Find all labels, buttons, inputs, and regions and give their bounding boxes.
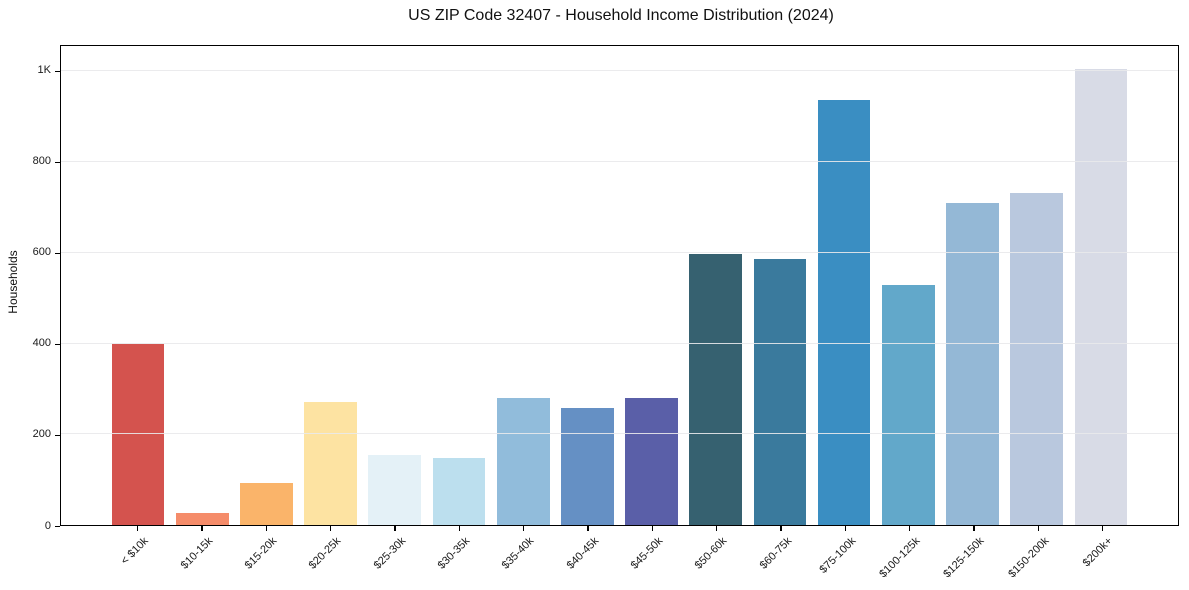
bar-10	[753, 259, 807, 525]
x-tick-label: $10-15k	[178, 535, 215, 572]
bar-8	[625, 398, 678, 525]
x-tick-mark	[330, 526, 332, 531]
x-tick-mark	[265, 526, 268, 531]
y-tick-mark	[55, 161, 60, 163]
bar-4	[368, 454, 422, 525]
y-tick-label: 0	[44, 519, 51, 532]
y-tick-mark	[55, 434, 60, 437]
gridline	[61, 161, 1178, 163]
bar-14	[1010, 193, 1064, 525]
x-tick-mark	[201, 526, 203, 531]
x-tick-label: $35-40k	[499, 535, 537, 572]
x-tick-mark	[137, 526, 139, 531]
bar-6	[496, 397, 550, 525]
x-tick-label: $150-200k	[1005, 535, 1052, 581]
bar-12	[882, 285, 935, 525]
x-tick-mark	[844, 526, 846, 531]
x-tick-label: < $10k	[118, 535, 151, 568]
y-axis-label: Households	[6, 250, 20, 314]
y-tick-label: 800	[32, 155, 51, 168]
bar-2	[240, 483, 293, 525]
gridline	[61, 70, 1178, 72]
y-tick-label: 1K	[37, 64, 51, 76]
bar-1	[175, 513, 229, 525]
y-tick-mark	[55, 252, 60, 254]
y-tick-mark	[55, 526, 60, 528]
x-tick-mark	[1037, 526, 1039, 531]
x-tick-mark	[394, 526, 396, 531]
x-tick-mark	[715, 526, 718, 531]
y-tick-mark	[55, 70, 60, 72]
x-tick-label: $20-25k	[306, 535, 344, 572]
x-tick-mark	[780, 526, 782, 531]
bar-7	[561, 407, 614, 525]
y-tick-label: 400	[32, 337, 51, 350]
x-tick-label: $60-75k	[757, 535, 794, 572]
bar-0	[111, 344, 165, 525]
bar-11	[817, 99, 871, 525]
bar-3	[304, 402, 357, 525]
y-tick-label: 600	[32, 246, 51, 259]
x-tick-mark	[1101, 526, 1104, 531]
x-tick-label: $45-50k	[628, 535, 666, 572]
plot-area	[60, 45, 1179, 526]
x-tick-label: $125-150k	[941, 535, 987, 581]
bar-13	[946, 203, 999, 525]
bar-15	[1074, 68, 1128, 525]
gridline	[61, 251, 1178, 253]
x-tick-label: $40-45k	[564, 535, 601, 572]
x-tick-mark	[973, 526, 975, 531]
bar-9	[689, 254, 743, 525]
x-tick-label: $50-60k	[692, 535, 730, 572]
x-tick-label: $30-35k	[435, 535, 473, 572]
x-tick-mark	[908, 526, 911, 531]
x-tick-label: $100-125k	[877, 535, 923, 581]
x-tick-label: $25-30k	[371, 535, 408, 572]
y-tick-mark	[55, 343, 60, 346]
x-tick-mark	[458, 526, 461, 531]
bar-5	[432, 458, 486, 525]
x-tick-mark	[587, 526, 589, 531]
gridline	[61, 342, 1178, 344]
chart-title: US ZIP Code 32407 - Household Income Dis…	[408, 7, 834, 24]
x-tick-label: $15-20k	[242, 535, 280, 572]
x-tick-mark	[651, 526, 653, 531]
x-tick-label: $75-100k	[817, 535, 859, 576]
x-tick-label: $200k+	[1081, 535, 1116, 570]
gridline	[61, 433, 1178, 435]
y-tick-label: 200	[32, 428, 51, 441]
x-tick-mark	[523, 526, 525, 531]
